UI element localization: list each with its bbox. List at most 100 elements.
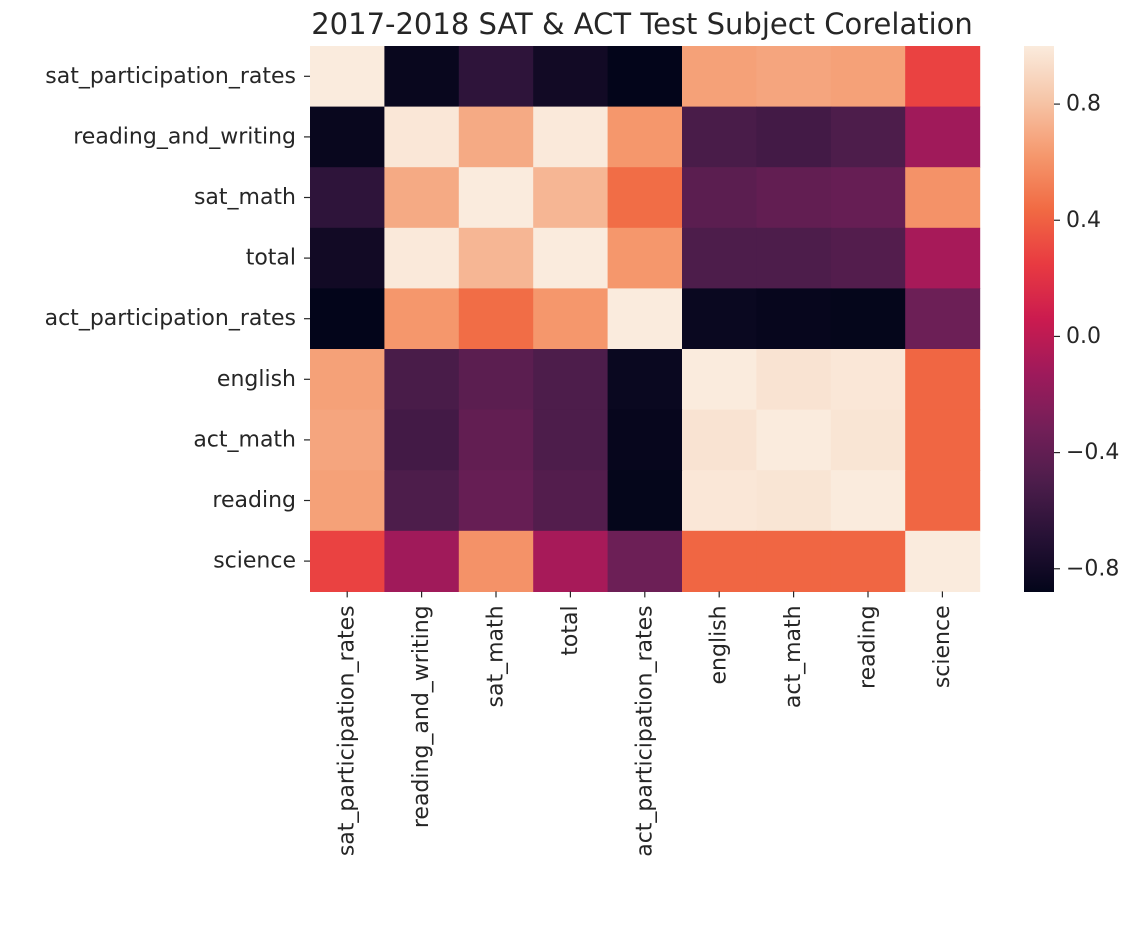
heatmap-cell-7-8 — [905, 470, 981, 532]
heatmap-cell-3-0 — [310, 227, 385, 289]
x-axis-tick-labels: sat_participation_rates reading_and_writi… — [335, 591, 955, 857]
heatmap-cell-8-7 — [830, 530, 906, 592]
heatmap-cell-7-2 — [458, 470, 534, 532]
heatmap-cell-8-2 — [458, 530, 534, 592]
heatmap-cell-6-6 — [756, 409, 832, 471]
heatmap-cell-5-0 — [310, 349, 385, 411]
y-tick-label: sat_math — [194, 185, 296, 210]
heatmap-cell-1-4 — [607, 106, 683, 168]
y-tick-label: total — [246, 246, 296, 271]
chart-title: 2017-2018 SAT & ACT Test Subject Corelat… — [311, 7, 973, 41]
heatmap-cell-4-4 — [607, 288, 683, 350]
heatmap-cell-7-7 — [830, 470, 906, 532]
y-tick-label: reading — [212, 488, 296, 513]
x-tick-label: science — [930, 605, 955, 688]
heatmap-cell-0-5 — [682, 46, 757, 108]
x-tick-label: act_participation_rates — [632, 605, 657, 856]
y-tick-label: science — [213, 549, 296, 574]
heatmap-cell-4-2 — [458, 288, 534, 350]
heatmap-cell-7-0 — [310, 470, 385, 532]
x-tick-label: english — [707, 605, 732, 684]
heatmap-cell-6-1 — [384, 409, 460, 471]
heatmap-cell-2-4 — [607, 167, 683, 229]
heatmap-cell-2-7 — [830, 167, 906, 229]
heatmap-cell-2-3 — [533, 167, 609, 229]
x-tick-label: reading — [856, 605, 881, 689]
heatmap-cell-0-7 — [830, 46, 906, 108]
y-tick-label: act_participation_rates — [45, 306, 296, 331]
heatmap-cell-1-3 — [533, 106, 609, 168]
heatmap-cell-3-4 — [607, 227, 683, 289]
heatmap-cell-1-0 — [310, 106, 385, 168]
heatmap-cell-2-5 — [682, 167, 757, 229]
heatmap-cells — [310, 46, 981, 592]
y-axis-tick-labels: sat_participation_rates reading_and_writi… — [45, 64, 310, 574]
heatmap-cell-6-0 — [310, 409, 385, 471]
y-tick-label: reading_and_writing — [73, 124, 296, 149]
heatmap-cell-5-6 — [756, 349, 832, 411]
heatmap-cell-4-8 — [905, 288, 981, 350]
heatmap-cell-7-6 — [756, 470, 832, 532]
heatmap-cell-3-1 — [384, 227, 460, 289]
heatmap-cell-0-8 — [905, 46, 981, 108]
heatmap-cell-4-1 — [384, 288, 460, 350]
x-tick-label: sat_math — [484, 605, 509, 707]
heatmap-cell-8-0 — [310, 530, 385, 592]
heatmap-cell-8-1 — [384, 530, 460, 592]
colorbar-tick-label: 0.8 — [1066, 92, 1101, 117]
heatmap-cell-2-2 — [458, 167, 534, 229]
heatmap-cell-5-3 — [533, 349, 609, 411]
heatmap-cell-0-4 — [607, 46, 683, 108]
heatmap-cell-1-6 — [756, 106, 832, 168]
heatmap-cell-4-6 — [756, 288, 832, 350]
heatmap-cell-5-5 — [682, 349, 757, 411]
heatmap-cell-6-8 — [905, 409, 981, 471]
heatmap-cell-8-6 — [756, 530, 832, 592]
heatmap-cell-1-5 — [682, 106, 757, 168]
x-tick-label: total — [558, 605, 583, 655]
heatmap-cell-6-5 — [682, 409, 757, 471]
colorbar-tick-label: 0.4 — [1066, 208, 1101, 233]
heatmap-cell-3-2 — [458, 227, 534, 289]
heatmap-cell-8-5 — [682, 530, 757, 592]
heatmap-cell-2-8 — [905, 167, 981, 229]
x-tick-label: sat_participation_rates — [335, 605, 360, 856]
heatmap-cell-7-5 — [682, 470, 757, 532]
heatmap-cell-8-4 — [607, 530, 683, 592]
colorbar: 0.8 0.4 0.0 −0.4 −0.8 — [1024, 46, 1119, 592]
colorbar-gradient — [1024, 46, 1054, 592]
heatmap-cell-0-0 — [310, 46, 385, 108]
heatmap-cell-2-0 — [310, 167, 385, 229]
y-tick-label: act_math — [193, 427, 296, 452]
heatmap-cell-7-3 — [533, 470, 609, 532]
heatmap-cell-6-2 — [458, 409, 534, 471]
colorbar-tick-label: 0.0 — [1066, 324, 1101, 349]
heatmap-cell-1-7 — [830, 106, 906, 168]
heatmap-cell-8-8 — [905, 530, 981, 592]
heatmap-cell-8-3 — [533, 530, 609, 592]
y-tick-label: sat_participation_rates — [45, 64, 296, 89]
heatmap-cell-3-3 — [533, 227, 609, 289]
x-tick-label: act_math — [781, 605, 806, 708]
heatmap-cell-5-2 — [458, 349, 534, 411]
heatmap-cell-0-3 — [533, 46, 609, 108]
heatmap-cell-1-1 — [384, 106, 460, 168]
heatmap-cell-5-7 — [830, 349, 906, 411]
heatmap-cell-6-3 — [533, 409, 609, 471]
y-tick-label: english — [217, 367, 296, 392]
heatmap-cell-7-1 — [384, 470, 460, 532]
heatmap-cell-3-7 — [830, 227, 906, 289]
heatmap-cell-4-3 — [533, 288, 609, 350]
heatmap-cell-0-1 — [384, 46, 460, 108]
x-tick-label: reading_and_writing — [409, 605, 434, 828]
heatmap-cell-0-2 — [458, 46, 534, 108]
heatmap-cell-7-4 — [607, 470, 683, 532]
heatmap-cell-1-8 — [905, 106, 981, 168]
heatmap-cell-4-0 — [310, 288, 385, 350]
heatmap-cell-2-1 — [384, 167, 460, 229]
heatmap-cell-0-6 — [756, 46, 832, 108]
heatmap-cell-3-5 — [682, 227, 757, 289]
heatmap-cell-3-6 — [756, 227, 832, 289]
